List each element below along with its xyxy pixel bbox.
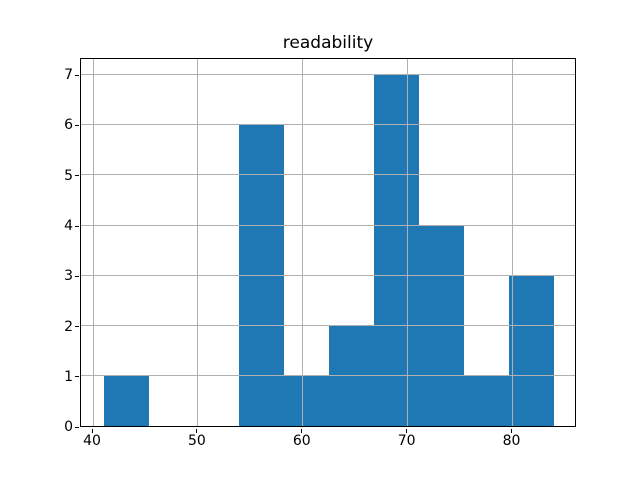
x-tick-label: 60 bbox=[292, 433, 311, 449]
x-tick bbox=[301, 428, 303, 433]
x-tick bbox=[196, 428, 198, 433]
y-tick bbox=[75, 74, 79, 76]
x-tick-label: 50 bbox=[187, 433, 206, 449]
y-tick bbox=[75, 275, 79, 277]
x-gridline bbox=[512, 58, 513, 427]
y-tick-label: 0 bbox=[64, 419, 73, 436]
y-tick bbox=[75, 175, 79, 177]
y-gridline bbox=[81, 375, 575, 377]
histogram-bar bbox=[283, 375, 329, 427]
y-gridline bbox=[81, 274, 575, 276]
y-gridline bbox=[81, 123, 575, 125]
x-tick bbox=[406, 428, 408, 433]
x-gridline bbox=[197, 58, 199, 427]
x-tick-label: 70 bbox=[397, 433, 416, 449]
x-tick-label: 80 bbox=[502, 433, 521, 449]
y-gridline bbox=[81, 325, 575, 327]
chart-title: readability bbox=[282, 33, 374, 53]
y-tick-label: 1 bbox=[64, 368, 73, 385]
y-tick-label: 2 bbox=[64, 318, 73, 335]
x-gridline bbox=[302, 58, 304, 427]
plot-area bbox=[80, 57, 576, 428]
x-gridline bbox=[92, 58, 94, 427]
histogram-bar bbox=[103, 375, 149, 427]
x-tick bbox=[511, 428, 512, 433]
x-tick bbox=[91, 428, 93, 433]
x-tick-label: 40 bbox=[83, 433, 101, 449]
histogram-bar bbox=[464, 375, 510, 427]
y-gridline bbox=[81, 174, 575, 176]
y-tick bbox=[75, 376, 79, 378]
y-tick-label: 5 bbox=[64, 167, 73, 184]
y-tick-label: 6 bbox=[64, 117, 73, 134]
y-tick-label: 3 bbox=[64, 268, 73, 285]
y-tick bbox=[75, 225, 79, 227]
histogram-bar bbox=[374, 74, 420, 427]
y-tick bbox=[75, 326, 79, 328]
y-tick bbox=[75, 124, 79, 126]
grid-layer bbox=[81, 58, 575, 427]
y-tick-label: 4 bbox=[64, 218, 73, 235]
y-tick bbox=[75, 426, 79, 428]
y-gridline bbox=[81, 224, 575, 226]
y-tick-label: 7 bbox=[64, 67, 73, 84]
y-gridline bbox=[81, 73, 575, 75]
x-gridline bbox=[407, 58, 409, 427]
histogram-bar bbox=[509, 275, 555, 427]
